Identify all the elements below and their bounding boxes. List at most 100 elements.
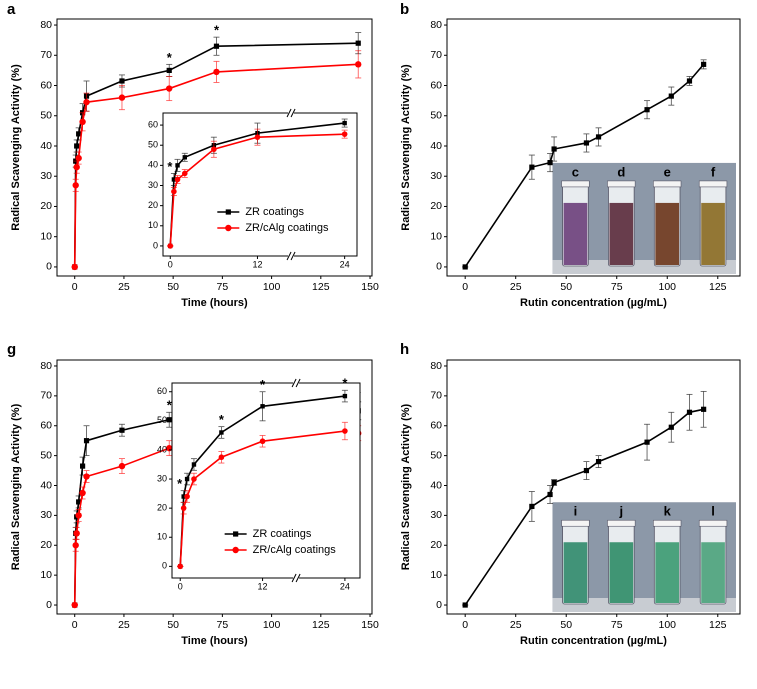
marker bbox=[76, 131, 82, 137]
marker bbox=[74, 143, 80, 149]
y-axis-title: Radical Scavenging Activity (%) bbox=[400, 403, 412, 570]
marker bbox=[686, 78, 693, 84]
axis-break-gap bbox=[293, 576, 300, 580]
legend-marker bbox=[225, 209, 231, 215]
photo-label: j bbox=[618, 504, 623, 519]
x-tick-label: 50 bbox=[560, 281, 572, 293]
x-tick-label: 12 bbox=[258, 581, 268, 591]
panel-letter: h bbox=[400, 341, 409, 358]
marker bbox=[118, 462, 126, 470]
y-tick-label: 50 bbox=[40, 449, 52, 461]
x-tick-label: 0 bbox=[462, 281, 468, 293]
vial-cap bbox=[607, 180, 636, 188]
marker bbox=[83, 438, 90, 444]
marker bbox=[171, 177, 177, 182]
y-tick-label: 40 bbox=[40, 140, 52, 152]
legend-label: ZR coatings bbox=[253, 528, 312, 540]
y-tick-label: 10 bbox=[157, 532, 167, 542]
y-tick-label: 60 bbox=[430, 79, 442, 91]
y-tick-label: 20 bbox=[148, 200, 158, 210]
y-tick-label: 30 bbox=[430, 170, 442, 182]
significance-mark: * bbox=[219, 412, 225, 427]
y-tick-label: 30 bbox=[157, 473, 167, 483]
plot-frame bbox=[446, 359, 741, 615]
x-axis-title: Rutin concentration (µg/mL) bbox=[520, 297, 667, 309]
inset-background bbox=[172, 383, 360, 578]
x-tick-label: 0 bbox=[72, 281, 78, 293]
marker bbox=[180, 505, 187, 511]
y-tick-label: 10 bbox=[40, 230, 52, 242]
marker bbox=[595, 134, 602, 140]
marker bbox=[83, 98, 90, 106]
marker bbox=[83, 473, 90, 480]
x-tick-label: 125 bbox=[709, 281, 727, 293]
y-tick-label: 50 bbox=[430, 110, 442, 122]
x-tick-label: 12 bbox=[252, 259, 262, 269]
marker bbox=[213, 43, 220, 49]
marker bbox=[191, 462, 197, 467]
marker bbox=[166, 67, 172, 73]
y-tick-label: 20 bbox=[40, 200, 52, 212]
x-tick-label: 100 bbox=[658, 281, 676, 293]
marker bbox=[166, 417, 172, 423]
panel-letter: a bbox=[7, 1, 16, 18]
x-tick-label: 24 bbox=[340, 581, 350, 591]
vial-cap bbox=[698, 180, 728, 188]
y-tick-label: 70 bbox=[430, 390, 442, 402]
marker bbox=[177, 563, 184, 570]
significance-mark: * bbox=[260, 377, 266, 392]
y-axis-title: Radical Scavenging Activity (%) bbox=[10, 403, 22, 570]
marker bbox=[119, 427, 125, 433]
marker bbox=[79, 118, 86, 126]
marker bbox=[462, 264, 468, 270]
marker bbox=[219, 430, 224, 435]
photo-label: f bbox=[711, 164, 716, 179]
significance-mark: * bbox=[342, 376, 348, 391]
photo-label: e bbox=[664, 164, 671, 179]
x-tick-label: 125 bbox=[312, 619, 330, 631]
marker bbox=[686, 409, 693, 415]
photo-table bbox=[552, 598, 736, 612]
y-tick-label: 50 bbox=[40, 110, 52, 122]
vial-liquid bbox=[655, 202, 680, 265]
x-tick-label: 0 bbox=[168, 259, 173, 269]
y-tick-label: 60 bbox=[40, 79, 52, 91]
y-axis-title: Radical Scavenging Activity (%) bbox=[10, 64, 22, 231]
marker bbox=[260, 404, 265, 409]
marker bbox=[668, 93, 674, 99]
vial-cap bbox=[653, 180, 682, 188]
y-tick-label: 10 bbox=[430, 569, 442, 581]
y-tick-label: 10 bbox=[40, 569, 52, 581]
marker bbox=[355, 40, 361, 46]
marker bbox=[595, 459, 602, 465]
photo: i j k l bbox=[552, 502, 736, 612]
y-tick-label: 20 bbox=[157, 503, 167, 513]
axis-break-gap bbox=[293, 381, 300, 385]
marker bbox=[668, 424, 674, 430]
marker bbox=[71, 601, 78, 609]
y-tick-label: 0 bbox=[162, 561, 167, 571]
marker bbox=[79, 489, 86, 497]
marker bbox=[184, 493, 190, 500]
x-tick-label: 75 bbox=[611, 281, 623, 293]
marker bbox=[166, 85, 173, 92]
y-tick-label: 50 bbox=[157, 415, 167, 425]
y-tick-label: 30 bbox=[40, 170, 52, 182]
marker bbox=[73, 530, 80, 537]
plot-frame bbox=[446, 18, 741, 277]
y-tick-label: 0 bbox=[436, 599, 442, 611]
x-tick-label: 50 bbox=[167, 619, 179, 631]
x-axis-title: Time (hours) bbox=[181, 635, 248, 647]
x-tick-label: 75 bbox=[611, 619, 623, 631]
marker bbox=[174, 176, 181, 183]
y-tick-label: 30 bbox=[148, 180, 158, 190]
y-tick-label: 70 bbox=[40, 49, 52, 61]
photo-label: i bbox=[574, 504, 578, 519]
panel-letter: g bbox=[7, 341, 16, 358]
marker bbox=[71, 263, 78, 271]
vial-liquid bbox=[655, 542, 680, 603]
y-tick-label: 10 bbox=[430, 230, 442, 242]
panel-letter: b bbox=[400, 1, 409, 18]
series-line bbox=[464, 408, 704, 606]
marker bbox=[184, 476, 190, 482]
